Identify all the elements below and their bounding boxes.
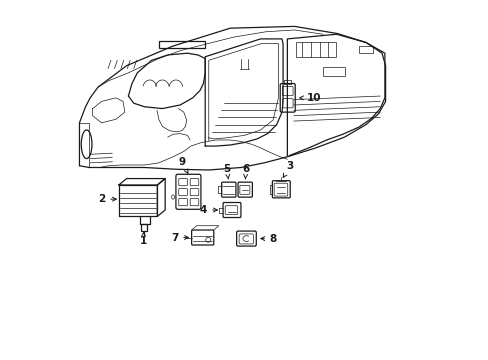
- Bar: [358, 46, 372, 53]
- Text: 2: 2: [98, 194, 116, 204]
- Text: 6: 6: [242, 163, 249, 179]
- Text: 8: 8: [260, 234, 277, 244]
- Bar: [296, 42, 335, 57]
- Text: 10: 10: [299, 93, 321, 103]
- Text: 3: 3: [283, 161, 293, 177]
- Bar: [141, 224, 146, 231]
- Text: 4: 4: [199, 205, 217, 215]
- Text: 9: 9: [178, 157, 187, 173]
- Bar: [159, 41, 205, 48]
- Bar: [323, 67, 344, 76]
- Text: 5: 5: [223, 163, 230, 179]
- Text: 7: 7: [170, 233, 188, 243]
- Text: 1: 1: [139, 233, 146, 247]
